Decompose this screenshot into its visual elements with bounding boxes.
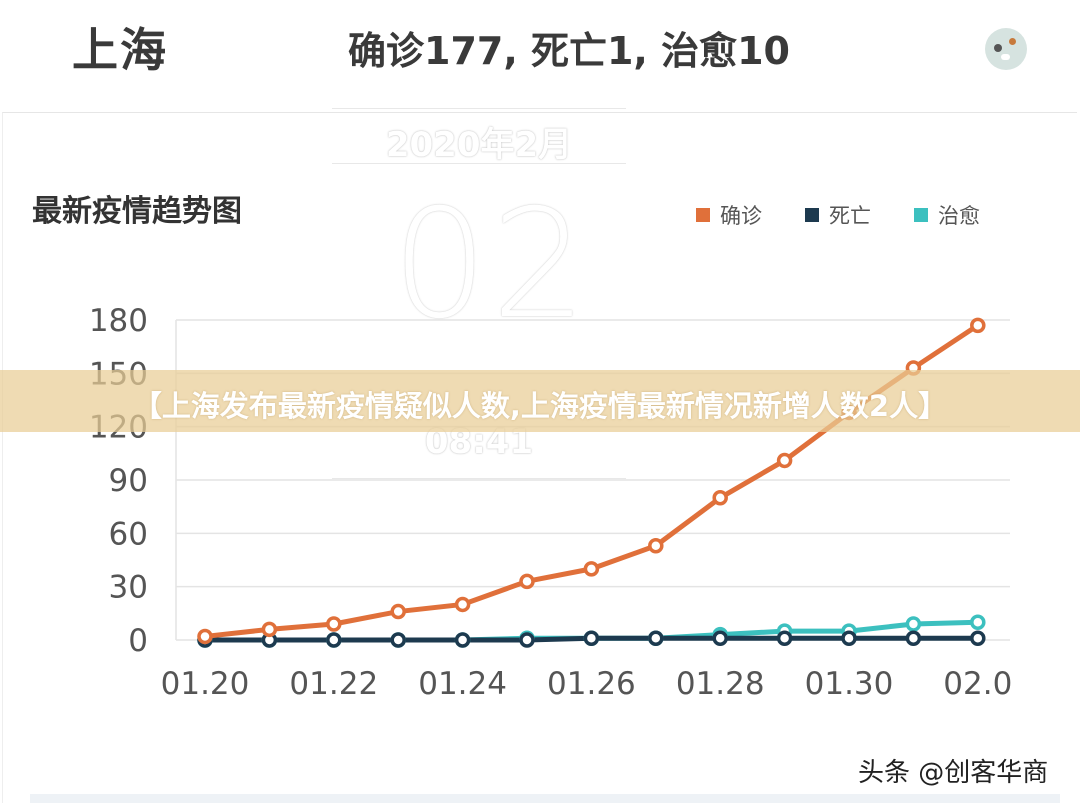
x-tick-label: 01.30 (805, 666, 894, 702)
y-tick-label: 0 (128, 623, 148, 659)
legend-label: 确诊 (720, 204, 762, 228)
date-overlay: 2020年2月 (332, 108, 626, 165)
data-point-死亡 (712, 630, 728, 646)
y-tick-label: 60 (109, 516, 148, 552)
x-tick-label: 01.22 (289, 666, 378, 702)
x-tick-label: 01.28 (676, 666, 765, 702)
x-tick-label: 01.26 (547, 666, 636, 702)
date-text: 2020年2月 (385, 125, 573, 165)
legend-label: 死亡 (829, 204, 871, 228)
data-point-确诊 (583, 561, 600, 577)
data-point-确诊 (390, 603, 406, 620)
data-point-确诊 (326, 616, 342, 632)
data-point-确诊 (776, 452, 793, 469)
watermark: 头条 @创客华商 (858, 758, 1049, 788)
data-point-死亡 (970, 630, 986, 646)
data-point-确诊 (519, 573, 535, 590)
data-point-死亡 (776, 630, 793, 646)
x-tick-label: 01.24 (418, 666, 507, 702)
headline-banner[interactable]: 【上海发布最新疫情疑似人数,上海疫情最新情况新增人数2人】 (0, 370, 1080, 432)
trend-card (2, 112, 1077, 803)
headline-text: 【上海发布最新疫情疑似人数,上海疫情最新情况新增人数2人】 (132, 389, 948, 423)
data-point-确诊 (261, 621, 278, 638)
legend-swatch (914, 208, 928, 222)
data-point-死亡 (519, 632, 535, 648)
x-tick-label: 02.0 (943, 666, 1012, 702)
y-tick-label: 90 (109, 463, 148, 499)
data-point-确诊 (454, 596, 471, 613)
data-point-治愈 (905, 616, 922, 632)
day-overlay: 02 (392, 178, 591, 352)
legend-item-cured[interactable]: 治愈 (914, 202, 980, 228)
avatar-icon[interactable] (985, 28, 1027, 70)
y-tick-label: 180 (89, 303, 148, 339)
data-point-死亡 (648, 630, 664, 646)
data-point-治愈 (970, 614, 986, 630)
data-point-死亡 (326, 632, 342, 648)
bottom-strip (30, 794, 1060, 803)
chart-title: 最新疫情趋势图 (32, 194, 242, 229)
city-title: 上海 (72, 23, 168, 77)
legend-swatch (805, 208, 819, 222)
app-header: 上海 确诊177, 死亡1, 治愈10 (0, 0, 1080, 110)
legend-swatch (696, 208, 710, 222)
data-point-死亡 (841, 630, 857, 646)
data-point-死亡 (390, 632, 406, 648)
data-point-死亡 (905, 630, 922, 646)
data-point-死亡 (454, 632, 471, 648)
y-tick-label: 30 (109, 570, 148, 606)
legend-item-confirmed[interactable]: 确诊 (696, 202, 762, 228)
legend-item-deaths[interactable]: 死亡 (805, 202, 871, 228)
legend-label: 治愈 (938, 204, 980, 228)
data-point-确诊 (197, 628, 213, 645)
x-tick-label: 01.20 (161, 666, 250, 702)
data-point-确诊 (970, 317, 986, 334)
data-point-确诊 (648, 538, 664, 554)
data-point-死亡 (583, 630, 600, 646)
data-point-确诊 (712, 490, 728, 506)
stats-summary: 确诊177, 死亡1, 治愈10 (348, 29, 790, 73)
